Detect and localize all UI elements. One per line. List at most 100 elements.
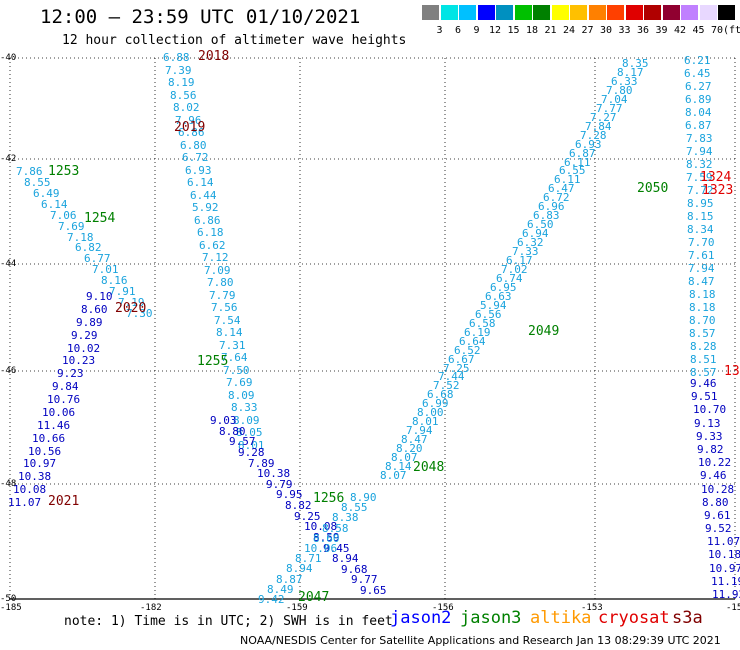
pass-time-label: 2020 [115,301,147,316]
wave-height-value: 6.77 [84,252,111,265]
wave-height-value: 7.96 [175,114,202,127]
wave-height-value: 8.32 [686,158,713,171]
satellite-legend-item: altika [530,608,592,628]
pass-time-label: 2018 [198,49,230,64]
wave-height-value: 6.88 [163,51,190,64]
wave-height-value: 7.06 [50,209,77,222]
wave-height-value: 7.27 [590,111,617,124]
wave-height-value: 8.01 [238,439,265,452]
wave-height-value: 7.86 [16,165,43,178]
wave-height-value: 7.77 [596,102,623,115]
wave-height-value: 7.54 [214,314,241,327]
color-scale-label: 21 [544,25,557,36]
wave-height-value: 7.19 [118,296,145,309]
wave-height-value: 10.06 [42,406,76,419]
pass-time-label: 1254 [84,211,116,226]
wave-height-value: 8.17 [617,66,644,79]
pass-time-label: 1255 [197,354,229,369]
map-subtitle: 12 hour collection of altimeter wave hei… [62,33,407,48]
wave-height-value: 9.57 [229,435,256,448]
wave-height-value: 6.45 [684,67,711,80]
wave-height-value: 7.83 [686,132,713,145]
wave-height-value: 8.07 [380,469,407,482]
wave-height-value: 6.50 [527,218,554,231]
color-swatch [496,5,513,20]
wave-height-value: 6.93 [575,138,602,151]
wave-height-value: 8.56 [170,89,197,102]
wave-height-value: 6.49 [33,187,60,200]
wave-height-value: 7.02 [501,263,528,276]
wave-height-value: 9.82 [697,443,724,456]
wave-height-value: 7.52 [433,379,460,392]
color-scale-label: 6 [454,25,462,36]
wave-height-value: 7.09 [204,264,231,277]
wave-height-value: 8.94 [332,552,359,565]
color-swatch [625,5,643,20]
wave-height-value: 9.89 [76,316,103,329]
wave-height-value: 7.59 [686,171,713,184]
wave-height-value: 9.95 [276,488,303,501]
wave-height-value: 8.70 [689,314,716,327]
wave-height-value: 8.14 [216,326,243,339]
color-swatch [514,5,532,20]
longitude-tick-label: -159 [286,603,308,613]
color-swatch [644,5,661,20]
wave-height-value: 6.62 [199,239,226,252]
wave-height-value: 9.46 [690,377,717,390]
wave-height-value: 7.25 [443,362,470,375]
wave-height-value: 8.60 [313,532,340,545]
wave-height-value: 8.18 [689,288,716,301]
wave-height-value: 6.11 [564,156,591,169]
wave-height-value: 9.84 [52,380,79,393]
wave-height-value: 8.87 [276,573,303,586]
color-swatch [588,5,606,20]
wave-height-value: 9.33 [696,430,723,443]
wave-height-value: 10.97 [709,562,740,575]
color-scale-label: 39 [655,25,668,36]
wave-height-value: 6.83 [533,209,560,222]
wave-height-value: 8.58 [322,522,349,535]
wave-height-value: 6.17 [506,254,533,267]
wave-height-value: 6.33 [611,75,638,88]
color-scale-label: 27 [581,25,594,36]
wave-height-value: 6.64 [459,335,486,348]
wave-height-value: 7.39 [165,64,192,77]
wave-height-value: 8.80 [702,496,729,509]
wave-height-value: 7.31 [219,339,246,352]
color-scale-label: 24 [562,25,576,36]
wave-height-value: 8.38 [332,511,359,524]
color-swatch [699,5,717,20]
wave-height-value: 10.66 [32,432,66,445]
wave-height-value: 7.84 [585,120,612,133]
wave-height-value: 10.02 [67,342,101,355]
pass-time-label: 2047 [298,590,330,605]
wave-height-value: 8.51 [690,353,717,366]
wave-height-value: 6.68 [427,388,454,401]
wave-height-value: 6.32 [517,236,544,249]
wave-height-value: 7.30 [126,307,153,320]
wave-height-value: 7.44 [438,370,465,383]
wave-height-value: 9.13 [694,417,721,430]
wave-height-value: 10.23 [62,354,96,367]
wave-height-value: 6.44 [190,189,217,202]
wave-height-value: 6.87 [685,119,712,132]
wave-height-value: 7.80 [606,84,633,97]
wave-height-value: 9.25 [294,510,321,523]
wave-height-value: 7.94 [686,145,713,158]
wave-height-value: 8.90 [350,491,377,504]
wave-height-value: 9.77 [351,573,378,586]
wave-height-value: 8.35 [622,57,649,70]
color-scale-label: 45 [692,25,705,36]
wave-height-value: 10.18 [708,548,740,561]
wave-height-value: 10.56 [28,445,62,458]
wave-height-value: 6.87 [569,147,596,160]
color-swatch [718,5,735,20]
wave-height-value: 8.82 [285,499,312,512]
wave-height-value: 8.94 [286,562,313,575]
wave-height-value: 6.86 [178,126,205,139]
color-scale-label: 70 [710,25,724,36]
wave-height-value: 9.52 [705,522,732,535]
latitude-tick-label: -40 [0,53,17,63]
wave-height-value: 8.02 [173,101,200,114]
color-scale-label: 3 [436,25,443,36]
